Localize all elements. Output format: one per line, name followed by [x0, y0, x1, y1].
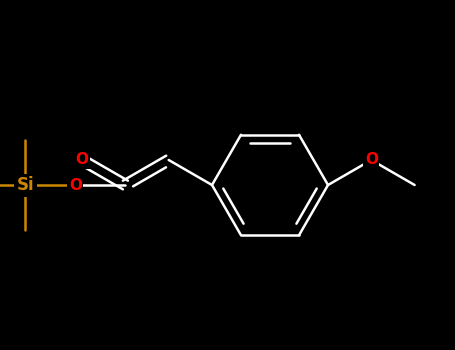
Text: O: O: [69, 177, 82, 192]
Text: O: O: [365, 153, 378, 168]
Text: O: O: [76, 153, 89, 168]
Text: Si: Si: [16, 176, 34, 194]
